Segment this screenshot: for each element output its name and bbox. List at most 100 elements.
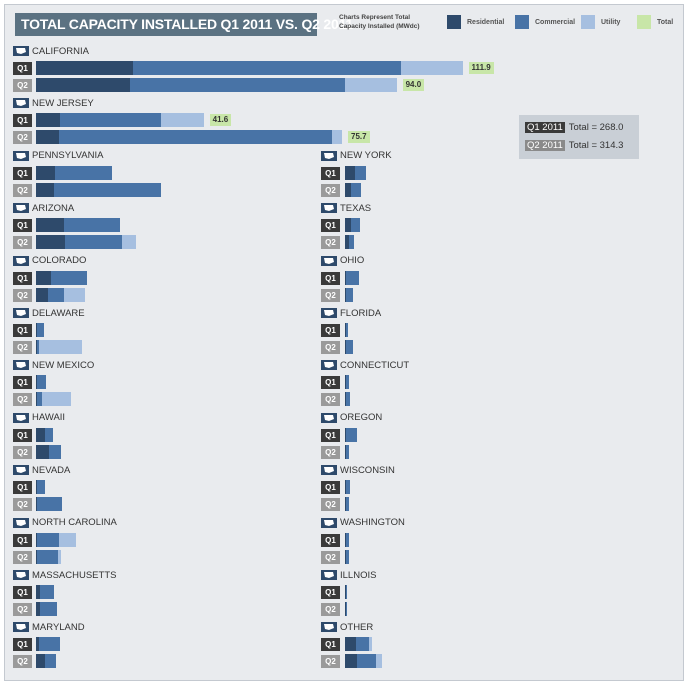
bar-segment-commercial [129,78,345,92]
legend-utility: Utility [581,15,620,29]
quarter-label-q2: Q2 [13,550,32,564]
quarter-label-q2: Q2 [13,498,32,512]
total-q2-value: Total = 314.3 [568,140,624,151]
bar-florida-q2 [345,340,354,354]
quarter-label-q2: Q2 [321,393,340,407]
bar-segment-utility [41,392,71,407]
bar-new-york-q2 [345,182,361,197]
bar-segment-utility [121,235,137,250]
bar-colorado-q1 [36,270,87,285]
bar-new-mexico-q1 [36,375,47,390]
state-name: OTHER [340,621,374,633]
washington-icon [321,517,337,528]
quarter-label-q1: Q1 [13,166,32,180]
wisconsin-icon [321,465,337,476]
bar-oregon-q1 [345,427,358,442]
bar-wisconsin-q2 [345,497,350,512]
bar-segment-commercial [356,637,370,652]
bar-segment-commercial [37,392,42,407]
bar-segment-residential [36,532,38,547]
legend-total: Total [637,15,673,29]
state-name: ARIZONA [32,202,75,214]
quarter-label-q1: Q1 [13,271,32,285]
bar-segment-commercial [350,182,361,197]
bar-segment-commercial [37,480,45,495]
quarter-label-q1: Q1 [13,62,32,75]
bar-segment-residential [36,427,46,442]
other-icon [321,622,337,633]
total-label-new-jersey-q2: 75.7 [348,131,370,144]
bar-segment-utility [59,532,76,547]
bar-segment-residential [36,375,38,390]
state-label-california: CALIFORNIA [13,45,89,57]
quarter-label-q2: Q2 [13,341,32,354]
bar-segment-commercial [345,497,350,512]
state-name: FLORIDA [340,307,382,319]
bar-segment-residential [36,497,38,512]
state-name: WISCONSIN [340,464,395,476]
bar-segment-commercial [37,375,47,390]
bar-segment-residential [345,427,347,442]
legend-commercial-label: Commercial [535,18,576,26]
bar-segment-commercial [345,340,354,354]
maryland-icon [13,622,29,633]
legend-residential-swatch [447,15,461,29]
state-name: MARYLAND [32,621,85,633]
bar-segment-commercial [345,444,349,459]
quarter-label-q1: Q1 [321,428,340,442]
chart-title: TOTAL CAPACITY INSTALLED Q1 2011 VS. Q2 … [15,13,353,36]
chart-note: Charts Represent Total Capacity Installe… [339,14,420,30]
bar-california-q1 [36,61,463,75]
bar-segment-utility [58,549,62,564]
legend-total-label: Total [657,18,674,26]
quarter-label-q2: Q2 [13,393,32,407]
bar-segment-commercial [349,235,355,250]
pennsylvania-icon [13,150,29,161]
state-label-wisconsin: WISCONSIN [321,464,395,476]
bar-segment-residential [36,270,52,285]
oregon-icon [321,412,337,423]
state-name: NEW JERSEY [32,97,94,109]
bar-hawaii-q2 [36,444,61,459]
legend-total-swatch [637,15,651,29]
bar-segment-residential [345,585,346,599]
bar-california-q2 [36,78,397,92]
bar-delaware-q1 [36,323,44,337]
bar-colorado-q2 [36,287,86,302]
bar-segment-commercial [356,654,377,669]
bar-segment-residential [345,602,346,616]
state-label-pennsylvania: PENNSYLVANIA [13,150,103,162]
bar-segment-residential [36,585,41,599]
north-carolina-icon [13,517,29,528]
bar-segment-utility [345,78,397,92]
state-label-hawaii: HAWAII [13,412,65,424]
total-q1-value: Total = 268.0 [568,122,624,133]
state-name: NEW MEXICO [32,359,95,371]
state-name: WASHINGTON [340,517,405,529]
quarter-label-q1: Q1 [321,533,340,547]
bar-segment-commercial [346,427,358,442]
bar-texas-q1 [345,218,360,233]
quarter-label-q1: Q1 [321,271,340,285]
hawaii-icon [13,412,29,423]
quarter-label-q2: Q2 [321,341,340,354]
bar-oregon-q2 [345,444,349,459]
bar-segment-commercial [40,602,58,616]
total-q2-label: Q2 2011 [525,140,565,151]
bar-hawaii-q1 [36,427,54,442]
bar-segment-commercial [133,61,402,75]
quarter-label-q2: Q2 [13,183,32,197]
bar-illnois-q2 [345,602,348,616]
bar-ohio-q2 [345,287,353,302]
quarter-label-q2: Q2 [321,550,340,564]
quarter-label-q1: Q1 [13,586,32,599]
quarter-label-q1: Q1 [13,481,32,495]
bar-maryland-q2 [36,654,56,669]
quarter-label-q1: Q1 [13,533,32,547]
quarter-label-q1: Q1 [13,638,32,652]
bar-segment-residential [345,323,346,337]
state-name: DELAWARE [32,307,85,319]
new-jersey-icon [13,98,29,109]
state-label-delaware: DELAWARE [13,307,85,319]
bar-segment-residential [345,235,350,250]
